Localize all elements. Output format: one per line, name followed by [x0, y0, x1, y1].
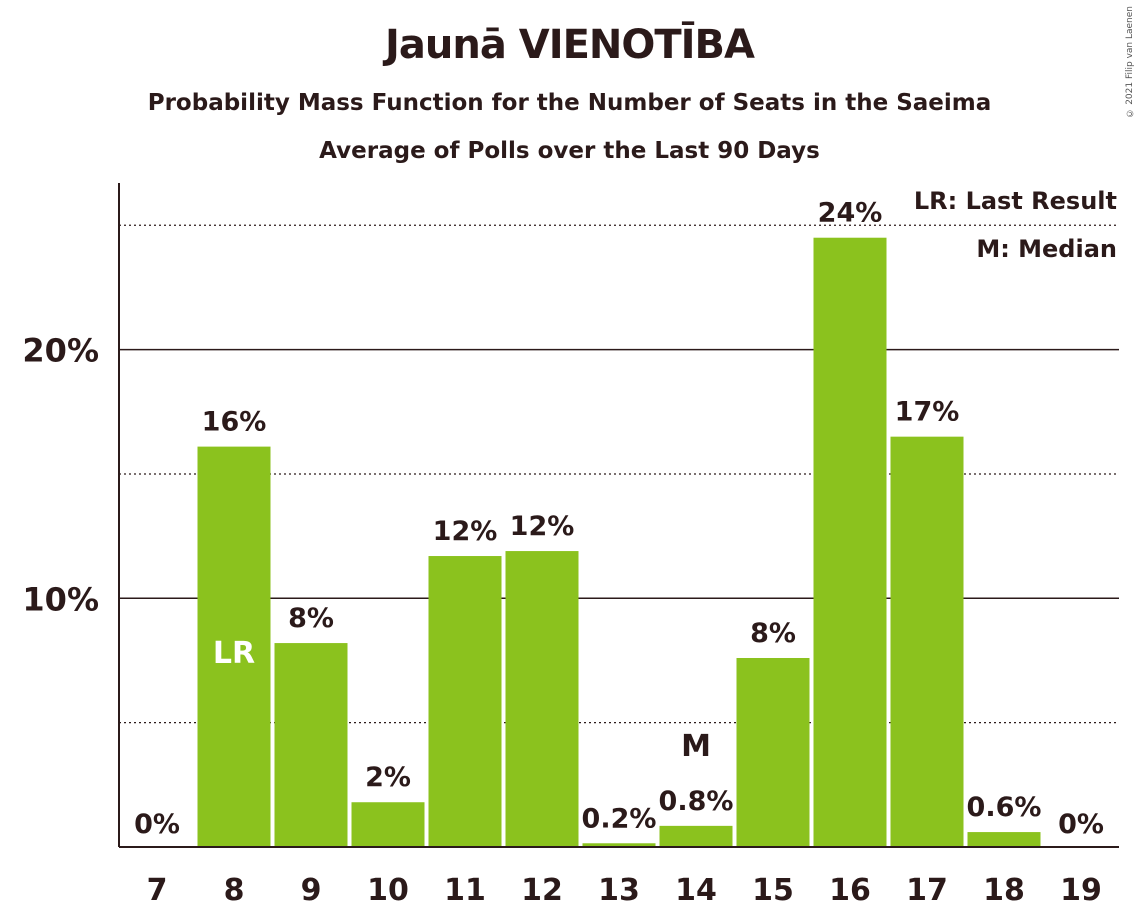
last-result-marker: LR	[213, 636, 255, 671]
data-label: 0.8%	[659, 786, 734, 817]
bar	[428, 556, 502, 847]
bar	[582, 843, 656, 847]
data-label: 12%	[510, 511, 575, 542]
bar	[351, 802, 425, 847]
bar	[813, 237, 887, 847]
data-label: 0%	[1058, 809, 1104, 840]
data-label: 17%	[895, 397, 960, 428]
legend-entry: M: Median	[976, 235, 1117, 263]
x-tick-label: 8	[224, 873, 245, 908]
x-tick-label: 13	[598, 873, 640, 908]
x-tick-label: 10	[367, 873, 409, 908]
bar	[736, 657, 810, 847]
x-tick-label: 9	[301, 873, 322, 908]
x-tick-label: 19	[1060, 873, 1102, 908]
bar	[274, 643, 348, 847]
bar	[890, 436, 964, 847]
x-tick-label: 7	[147, 873, 168, 908]
x-tick-label: 11	[444, 873, 486, 908]
x-tick-label: 15	[752, 873, 794, 908]
x-tick-label: 18	[983, 873, 1025, 908]
bar	[505, 551, 579, 847]
data-label: 8%	[750, 618, 796, 649]
bar	[967, 832, 1041, 847]
data-label: 12%	[433, 516, 498, 547]
x-tick-label: 14	[675, 873, 717, 908]
x-tick-label: 16	[829, 873, 871, 908]
data-label: 0.6%	[967, 792, 1042, 823]
chart-title: Jaunā VIENOTĪBA	[384, 22, 755, 68]
data-label: 0.2%	[582, 803, 657, 834]
median-marker: M	[681, 729, 711, 764]
bar	[659, 825, 733, 847]
y-tick-label: 20%	[22, 332, 99, 370]
bar	[197, 446, 271, 847]
y-tick-label: 10%	[22, 580, 99, 618]
x-tick-label: 12	[521, 873, 563, 908]
data-label: 2%	[365, 762, 411, 793]
data-label: 24%	[818, 198, 883, 229]
chart-subtitle-2: Average of Polls over the Last 90 Days	[319, 138, 820, 164]
data-label: 8%	[288, 603, 334, 634]
legend-entry: LR: Last Result	[914, 187, 1117, 215]
x-tick-label: 17	[906, 873, 948, 908]
data-label: 16%	[202, 407, 267, 438]
chart-subtitle: Probability Mass Function for the Number…	[147, 90, 992, 116]
data-label: 0%	[134, 809, 180, 840]
